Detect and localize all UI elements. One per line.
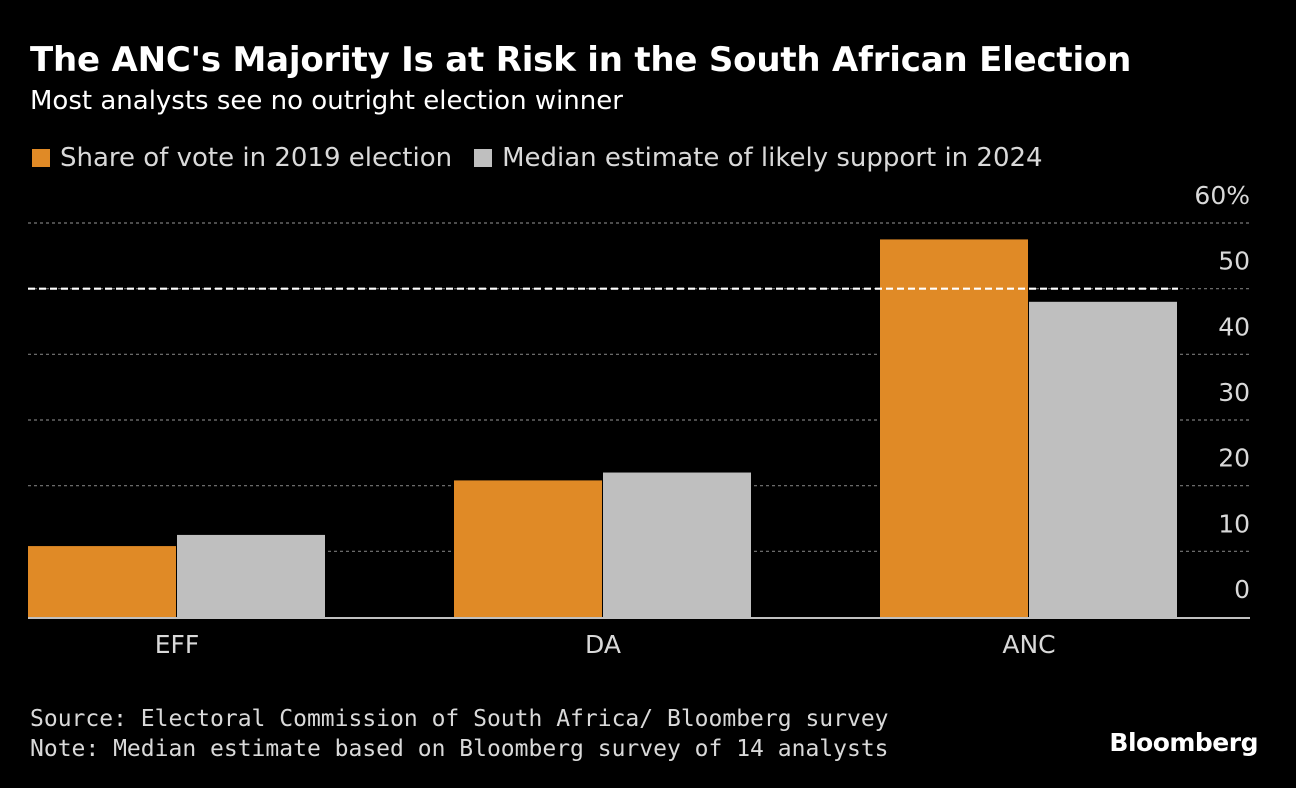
x-tick-label-da: DA <box>585 630 621 659</box>
footnote: Note: Median estimate based on Bloomberg… <box>30 736 889 762</box>
legend-item-2019: Share of vote in 2019 election <box>32 143 452 173</box>
y-tick-label-20: 20 <box>1218 444 1250 473</box>
bar-da-2024 <box>603 472 751 617</box>
legend-swatch-2019 <box>32 149 50 167</box>
legend-swatch-2024 <box>474 149 493 167</box>
bar-eff-2019 <box>28 546 176 617</box>
y-tick-label-40: 40 <box>1218 312 1250 341</box>
source-note: Source: Electoral Commission of South Af… <box>30 706 889 732</box>
bar-da-2019 <box>454 480 602 617</box>
x-tick-label-anc: ANC <box>1002 630 1055 659</box>
legend-label-2019: Share of vote in 2019 election <box>60 143 453 173</box>
y-tick-label-50: 50 <box>1218 247 1250 276</box>
x-tick-label-eff: EFF <box>155 630 200 659</box>
chart-title: The ANC's Majority Is at Risk in the Sou… <box>30 40 1132 80</box>
y-tick-label-30: 30 <box>1218 378 1250 407</box>
legend-label-2024: Median estimate of likely support in 202… <box>502 143 1043 173</box>
chart-subtitle: Most analysts see no outright election w… <box>30 86 623 116</box>
bar-anc-2024 <box>1029 301 1177 617</box>
y-tick-label-60: 60% <box>1194 181 1250 210</box>
y-tick-label-10: 10 <box>1218 509 1250 538</box>
bar-anc-2019 <box>880 239 1028 617</box>
y-tick-label-0: 0 <box>1234 575 1250 604</box>
footer: Source: Electoral Commission of South Af… <box>30 704 889 764</box>
bar-eff-2024 <box>177 534 325 617</box>
bloomberg-logo: Bloomberg <box>1109 728 1258 757</box>
legend-item-2024: Median estimate of likely support in 202… <box>474 143 1043 173</box>
legend: Share of vote in 2019 election Median es… <box>32 143 1065 173</box>
